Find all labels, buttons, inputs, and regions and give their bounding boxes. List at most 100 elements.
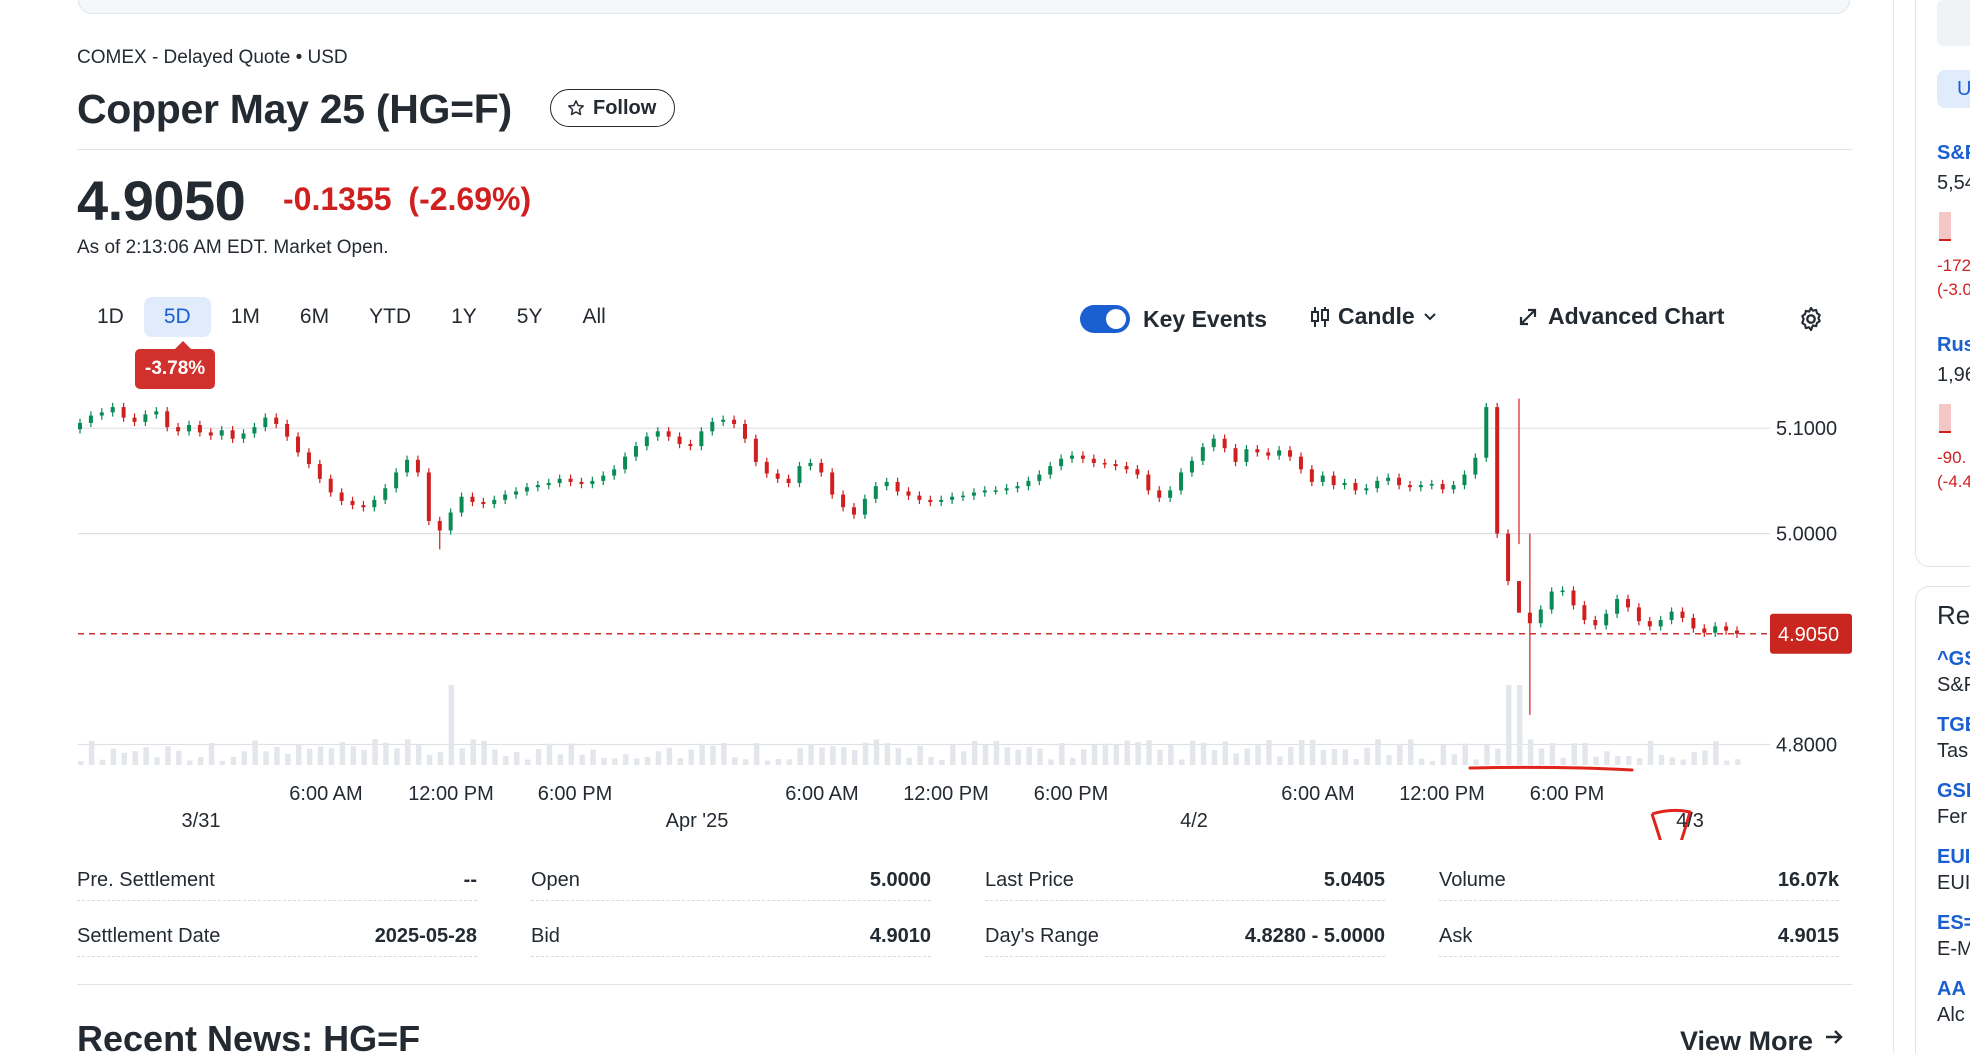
volume-bar xyxy=(732,757,738,765)
as-of-time: As of 2:13:06 AM EDT. Market Open. xyxy=(77,237,389,258)
recent-ticker[interactable]: EUI xyxy=(1937,846,1970,868)
volume-bar xyxy=(1080,749,1087,765)
recent-ticker[interactable]: TGE xyxy=(1937,714,1970,736)
sidebar-search-box[interactable] xyxy=(1937,0,1970,46)
volume-bar xyxy=(1233,753,1239,765)
candle-body xyxy=(514,491,519,495)
candle-body xyxy=(1625,598,1630,608)
recent-ticker[interactable]: AA xyxy=(1937,978,1966,1000)
candle-body xyxy=(394,472,399,489)
sidebar-ticker[interactable]: S&P xyxy=(1937,142,1970,164)
candle-body xyxy=(1309,469,1314,482)
volume-bar xyxy=(655,751,662,765)
candle-body xyxy=(1375,480,1380,489)
candle-body xyxy=(405,459,410,473)
candle-body xyxy=(481,501,486,505)
candle-body xyxy=(470,496,475,502)
volume-bar xyxy=(1189,740,1196,765)
candle-body xyxy=(197,425,202,433)
candle-body xyxy=(1080,455,1085,459)
stat-value: 4.9010 xyxy=(869,924,931,947)
candle-body xyxy=(1560,590,1565,593)
recent-ticker[interactable]: GSP xyxy=(1937,780,1970,802)
volume-bar xyxy=(742,759,749,765)
gear-icon[interactable] xyxy=(1797,305,1825,333)
candle-body xyxy=(165,411,170,428)
stat-value: 4.8280 - 5.0000 xyxy=(1244,924,1385,947)
candle-body xyxy=(590,480,595,485)
sidebar-ticker[interactable]: Rus xyxy=(1937,334,1970,356)
candle-body xyxy=(328,478,333,493)
candle-body xyxy=(1277,450,1282,456)
candle-body xyxy=(1571,590,1576,606)
volume-bar xyxy=(1527,739,1534,765)
stat-value: 5.0000 xyxy=(869,868,931,891)
range-tab-5y[interactable]: 5Y xyxy=(516,305,543,328)
range-tab-1y[interactable]: 1Y xyxy=(451,305,477,328)
last-price: 4.9050 xyxy=(77,169,246,232)
toggle-knob xyxy=(1106,309,1126,329)
chart-type-label: Candle xyxy=(1338,303,1415,329)
volume-bar xyxy=(1004,747,1011,765)
candle-body xyxy=(1200,447,1205,461)
volume-bar xyxy=(132,751,138,765)
candle-body xyxy=(1179,472,1184,491)
volume-bar xyxy=(470,739,476,765)
candle-body xyxy=(1593,620,1598,626)
chart-type-dropdown[interactable]: Candle xyxy=(1310,303,1437,330)
range-tab-1m[interactable]: 1M xyxy=(230,305,260,328)
recent-ticker[interactable]: ES= xyxy=(1937,912,1970,934)
range-tab-1d[interactable]: 1D xyxy=(97,305,124,328)
volume-bar xyxy=(1680,759,1686,765)
volume-bar xyxy=(197,757,204,765)
candle-body xyxy=(492,499,497,505)
sparkline xyxy=(1939,212,1951,241)
volume-bar xyxy=(1724,760,1730,765)
volume-bar xyxy=(317,746,324,765)
candle-body xyxy=(524,487,529,492)
candle-body xyxy=(1418,485,1423,488)
volume-bar xyxy=(88,740,95,765)
header-divider xyxy=(77,149,1852,150)
candle-body xyxy=(1516,581,1521,613)
x-tick-label: 12:00 PM xyxy=(408,783,494,805)
volume-bar xyxy=(568,743,575,765)
candle-body xyxy=(285,423,290,437)
x-tick-label: 12:00 PM xyxy=(1399,783,1485,805)
follow-button[interactable]: Follow xyxy=(550,89,676,127)
volume-bar xyxy=(928,756,934,765)
candle-body xyxy=(78,422,82,430)
search-bar-container[interactable] xyxy=(78,0,1850,14)
candle-body xyxy=(1724,626,1729,631)
candle-body xyxy=(1026,480,1031,487)
current-price-label: 4.9050 xyxy=(1778,624,1839,646)
page-scrollbar-track[interactable] xyxy=(1893,0,1894,1053)
volume-bar xyxy=(1146,740,1152,765)
sidebar-pill-button[interactable]: U xyxy=(1937,70,1970,108)
candle-body xyxy=(950,496,955,500)
range-tab-6m[interactable]: 6M xyxy=(299,305,330,328)
stat-label: Ask xyxy=(1439,924,1473,947)
price-chart[interactable]: 5.1000 5.0000 4.8000 4.9050 6:00 AM 12:00 PM 6… xyxy=(0,380,1880,840)
volume-bar xyxy=(677,758,684,765)
key-events-toggle[interactable] xyxy=(1080,305,1130,333)
candle-body xyxy=(110,407,115,413)
view-more-link[interactable]: View More xyxy=(1680,1026,1845,1057)
range-tab-ytd[interactable]: YTD xyxy=(369,305,412,328)
stat-label: Pre. Settlement xyxy=(77,868,215,891)
volume-bar xyxy=(1702,750,1708,765)
range-tab-5d[interactable]: 5D xyxy=(143,297,211,337)
candle-body xyxy=(459,496,464,513)
range-tab-all[interactable]: All xyxy=(582,305,606,328)
recent-ticker[interactable]: ^GS xyxy=(1937,648,1970,670)
stat-ask: Ask 4.9015 xyxy=(1439,916,1839,957)
candle-body xyxy=(1658,620,1663,627)
volume-bar xyxy=(993,741,1000,765)
advanced-chart-button[interactable]: Advanced Chart xyxy=(1518,303,1724,330)
volume-bar xyxy=(405,739,411,765)
candle-body xyxy=(1244,449,1249,462)
exchange-label: COMEX - Delayed Quote • USD xyxy=(77,47,348,68)
stat-label: Bid xyxy=(531,924,560,947)
candle-body xyxy=(1211,438,1216,448)
candle-body xyxy=(993,490,998,492)
